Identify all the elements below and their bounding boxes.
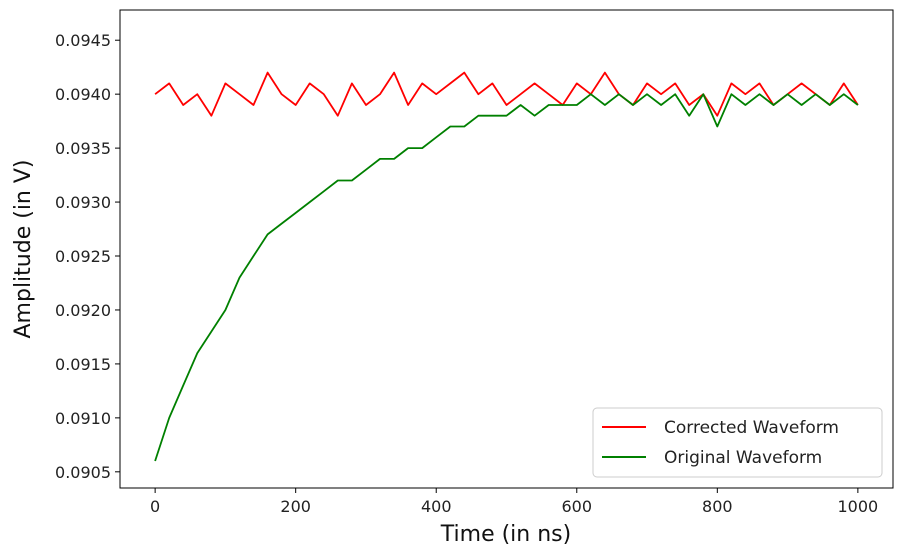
y-tick-label: 0.0920 [55, 301, 111, 320]
x-tick-label: 200 [280, 497, 311, 516]
y-tick-label: 0.0910 [55, 409, 111, 428]
legend-box [592, 407, 883, 478]
y-tick-label: 0.0925 [55, 247, 111, 266]
y-tick-label: 0.0915 [55, 355, 111, 374]
y-tick-label: 0.0940 [55, 85, 111, 104]
y-tick-label: 0.0945 [55, 31, 111, 50]
y-tick-label: 0.0905 [55, 463, 111, 482]
y-tick-label: 0.0935 [55, 139, 111, 158]
y-tick-label: 0.0930 [55, 193, 111, 212]
legend: Corrected Waveform Original Waveform [592, 407, 883, 478]
x-axis-title: Time (in ns) [440, 522, 571, 547]
x-tick-label: 800 [702, 497, 733, 516]
x-tick-label: 600 [561, 497, 592, 516]
series-layer [154, 71, 859, 462]
y-axis-ticks: 0.0905 0.0910 0.0915 0.0920 0.0925 0.0930 0.09… [55, 31, 120, 482]
y-axis-title: Amplitude (in V) [11, 160, 36, 339]
legend-label-original: Original Waveform [664, 448, 822, 468]
x-tick-label: 400 [421, 497, 452, 516]
x-tick-label: 0 [150, 497, 160, 516]
corrected-waveform-line [154, 71, 859, 117]
plot-frame [119, 9, 894, 489]
original-waveform-line [154, 93, 859, 462]
legend-label-corrected: Corrected Waveform [664, 418, 839, 438]
x-tick-label: 1000 [838, 497, 879, 516]
x-axis-ticks: 0 200 400 600 800 1000 [150, 488, 878, 516]
